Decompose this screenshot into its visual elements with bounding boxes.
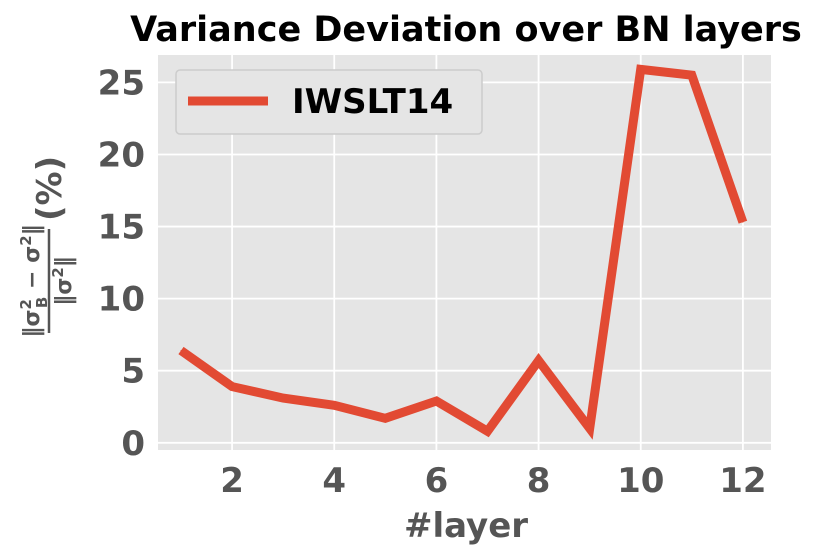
data-point bbox=[640, 68, 642, 70]
x-tick-label: 12 bbox=[719, 461, 766, 501]
data-point bbox=[435, 400, 437, 402]
data-point bbox=[282, 397, 284, 399]
y-axis-label-denominator: ‖σ2‖ bbox=[49, 256, 77, 306]
chart-title: Variance Deviation over BN layers bbox=[130, 10, 802, 50]
x-tick-label: 10 bbox=[617, 461, 664, 501]
data-point bbox=[589, 427, 591, 429]
data-point bbox=[691, 74, 693, 76]
data-point bbox=[231, 386, 233, 388]
legend-label: IWSLT14 bbox=[292, 82, 453, 122]
data-point bbox=[384, 417, 386, 419]
data-point bbox=[180, 350, 182, 352]
y-tick-label: 15 bbox=[98, 208, 145, 248]
legend-box bbox=[175, 69, 483, 135]
data-point bbox=[742, 221, 744, 223]
x-axis-label: #layer bbox=[404, 506, 528, 546]
series-group bbox=[178, 64, 748, 440]
x-tick-label: 4 bbox=[322, 461, 346, 501]
x-tick-label: 6 bbox=[425, 461, 449, 501]
y-tick-label: 5 bbox=[121, 352, 145, 392]
x-tick-labels: 2 4 6 8 10 12 bbox=[220, 461, 766, 501]
x-tick-label: 8 bbox=[527, 461, 551, 501]
y-tick-label: 10 bbox=[98, 280, 145, 320]
y-axis-label-unit: (%) bbox=[30, 156, 70, 221]
y-tick-label: 25 bbox=[98, 63, 145, 103]
y-tick-label: 0 bbox=[121, 424, 145, 464]
y-tick-labels: 0 5 10 15 20 25 bbox=[98, 63, 145, 463]
series-line bbox=[178, 64, 748, 440]
y-tick-label: 20 bbox=[98, 135, 145, 175]
data-point bbox=[538, 360, 540, 362]
y-axis-label: ‖σ2B − σ2‖ ‖σ2‖ (%) bbox=[17, 156, 77, 338]
y-axis-label-numerator: ‖σ2B − σ2‖ bbox=[17, 224, 51, 337]
data-point bbox=[486, 430, 488, 432]
data-point bbox=[333, 404, 335, 406]
legend: IWSLT14 bbox=[175, 69, 483, 135]
x-tick-label: 2 bbox=[220, 461, 244, 501]
